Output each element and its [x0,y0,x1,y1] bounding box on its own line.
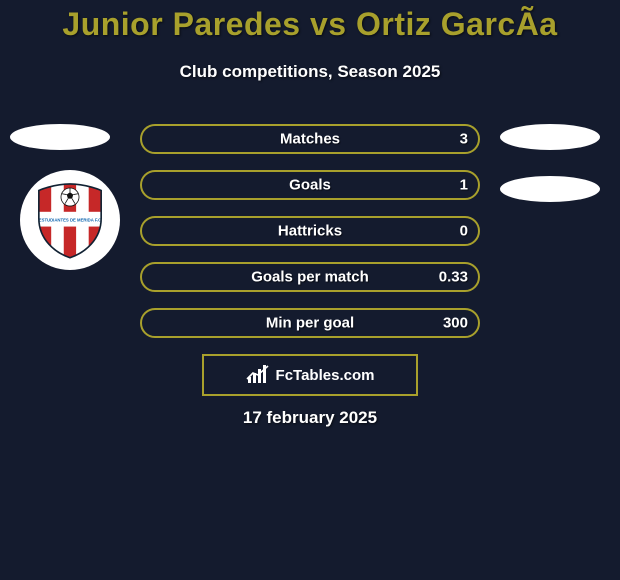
stat-value-right: 0 [460,223,468,240]
stat-row: Goals1 [140,170,480,200]
stat-row: Matches3 [140,124,480,154]
comparison-infographic: Junior Paredes vs Ortiz GarcÃ­a Club com… [0,0,620,580]
right-placeholder-ellipse-2 [500,176,600,202]
stat-value-right: 1 [460,177,468,194]
stats-panel: Matches3Goals1Hattricks0Goals per match0… [140,124,480,354]
date-line: 17 february 2025 [0,408,620,428]
attribution-text: FcTables.com [276,367,375,384]
shield-icon: ESTUDIANTES DE MERIDA F.C [29,179,111,261]
page-title: Junior Paredes vs Ortiz GarcÃ­a [0,6,620,43]
stat-label: Goals [142,177,478,194]
team-badge-left: ESTUDIANTES DE MERIDA F.C [20,170,120,270]
stat-row: Min per goal300 [140,308,480,338]
stat-row: Goals per match0.33 [140,262,480,292]
stat-value-right: 300 [443,315,468,332]
stat-label: Goals per match [142,269,478,286]
stat-label: Min per goal [142,315,478,332]
svg-text:ESTUDIANTES DE MERIDA F.C: ESTUDIANTES DE MERIDA F.C [39,218,101,223]
subtitle: Club competitions, Season 2025 [0,62,620,82]
stat-value-right: 3 [460,131,468,148]
stat-label: Hattricks [142,223,478,240]
left-placeholder-ellipse-1 [10,124,110,150]
stat-label: Matches [142,131,478,148]
attribution-box: FcTables.com [202,354,418,396]
right-placeholder-ellipse-1 [500,124,600,150]
stat-row: Hattricks0 [140,216,480,246]
stat-value-right: 0.33 [439,269,468,286]
bar-chart-icon [246,365,270,385]
